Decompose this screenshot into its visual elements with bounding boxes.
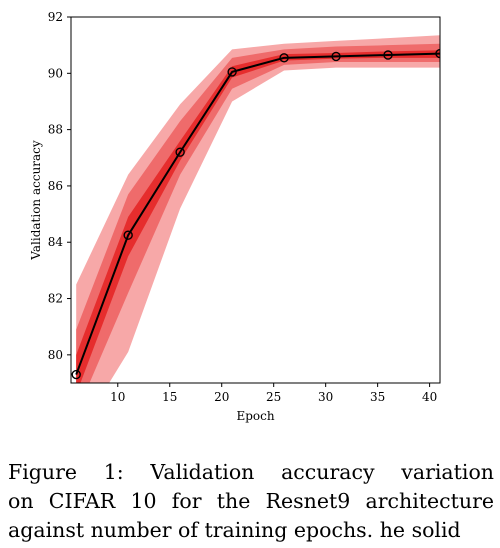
caption-line: against number of training epochs. he so…	[8, 518, 461, 542]
mean-line-layer	[71, 48, 440, 380]
figure: 10 15 20 25 30 35 40 80 82 84 86 88 90 92 Epoch Vali…	[29, 10, 441, 423]
y-axis-ticks: 80 82 84 86 88 90 92	[48, 10, 71, 362]
x-tick-label: 30	[318, 390, 333, 404]
data-point-marker	[331, 51, 341, 62]
data-point-marker	[175, 147, 185, 157]
y-tick-label: 80	[48, 348, 63, 362]
x-tick-label: 20	[214, 390, 229, 404]
confidence-bands	[76, 35, 440, 383]
y-tick-label: 86	[48, 179, 63, 193]
accuracy-chart: 10 15 20 25 30 35 40 80 82 84 86 88 90 92 Epoch Vali…	[29, 10, 441, 423]
x-tick-label: 10	[110, 390, 125, 404]
confidence-band	[76, 50, 440, 383]
data-point-marker	[123, 230, 133, 240]
plot-frame	[70, 16, 441, 384]
confidence-band	[76, 35, 440, 383]
caption-line: on CIFAR 10 for the Resnet9 architecture	[8, 489, 494, 513]
figure-caption: Figure 1: Validation accuracy variation …	[8, 458, 494, 545]
x-tick-label: 35	[370, 390, 385, 404]
x-axis-label: Epoch	[236, 409, 274, 423]
mean-accuracy-line	[75, 52, 440, 375]
data-point-marker	[435, 48, 440, 59]
y-tick-label: 88	[48, 123, 63, 137]
data-point-marker	[71, 369, 81, 380]
y-tick-label: 92	[48, 10, 63, 24]
y-axis-label: Validation accuracy	[29, 140, 43, 261]
data-point-marker	[383, 50, 393, 60]
caption-line: Figure 1: Validation accuracy variation	[8, 460, 494, 484]
x-tick-label: 15	[162, 390, 177, 404]
y-tick-label: 84	[48, 235, 64, 249]
y-tick-label: 90	[48, 66, 63, 80]
data-point-marker	[279, 53, 289, 63]
x-axis-ticks: 10 15 20 25 30 35 40	[110, 383, 437, 404]
x-tick-label: 40	[422, 390, 437, 404]
data-point-marker	[227, 67, 237, 77]
x-tick-label: 25	[266, 390, 281, 404]
y-tick-label: 82	[48, 292, 63, 306]
